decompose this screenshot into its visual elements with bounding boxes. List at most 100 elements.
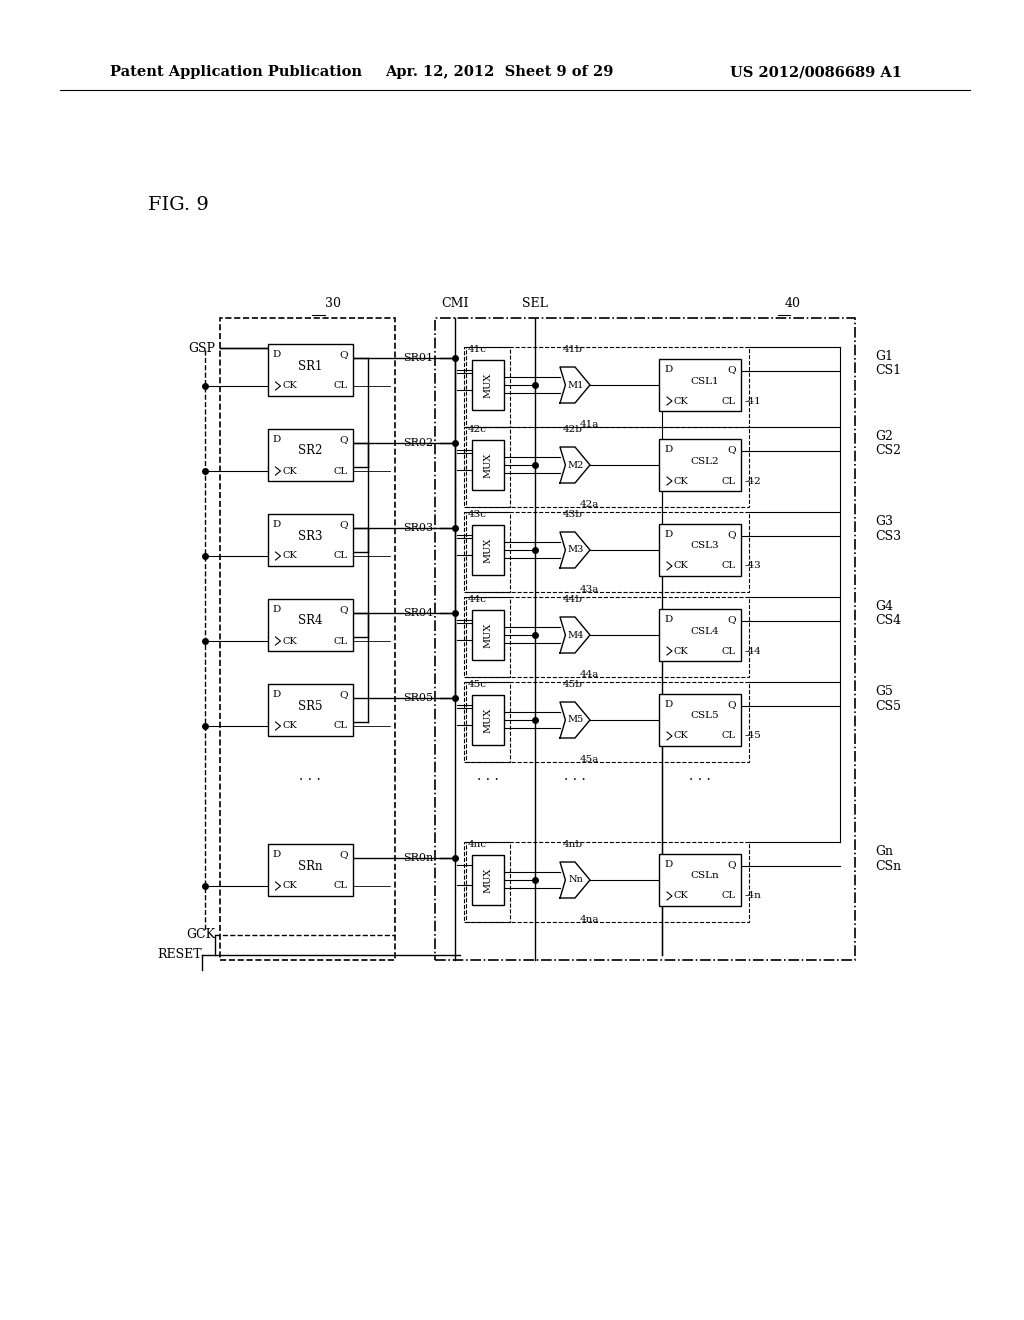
Text: -45: -45 bbox=[745, 731, 762, 741]
Text: CS2: CS2 bbox=[874, 445, 901, 458]
Text: Q: Q bbox=[339, 605, 347, 614]
Text: Patent Application Publication: Patent Application Publication bbox=[110, 65, 362, 79]
Text: M4: M4 bbox=[567, 631, 584, 639]
Text: CK: CK bbox=[283, 882, 297, 891]
Text: 44a: 44a bbox=[580, 671, 599, 678]
Text: 41b: 41b bbox=[563, 345, 583, 354]
Text: 44c: 44c bbox=[468, 595, 487, 605]
Text: SR5: SR5 bbox=[298, 700, 323, 713]
Text: MUX: MUX bbox=[483, 622, 493, 648]
Text: 41c: 41c bbox=[468, 345, 487, 354]
Text: CL: CL bbox=[334, 636, 347, 645]
Bar bbox=[464, 426, 749, 507]
Text: D: D bbox=[272, 605, 281, 614]
Text: D: D bbox=[664, 700, 672, 709]
Text: -4n: -4n bbox=[745, 891, 762, 900]
Text: -44: -44 bbox=[745, 647, 762, 656]
Bar bbox=[267, 599, 352, 651]
Bar bbox=[267, 843, 352, 896]
Bar bbox=[466, 597, 510, 677]
Text: CL: CL bbox=[722, 396, 736, 405]
Text: SR3: SR3 bbox=[298, 529, 323, 543]
Text: Q: Q bbox=[727, 861, 736, 869]
Text: Q: Q bbox=[727, 366, 736, 374]
Text: 45b: 45b bbox=[563, 680, 583, 689]
Text: SR05: SR05 bbox=[403, 693, 433, 704]
Text: CL: CL bbox=[722, 477, 736, 486]
Bar bbox=[466, 842, 510, 921]
Text: CK: CK bbox=[283, 381, 297, 391]
Text: 43c: 43c bbox=[468, 510, 487, 519]
Text: G5: G5 bbox=[874, 685, 893, 698]
Text: CK: CK bbox=[283, 636, 297, 645]
Bar bbox=[472, 360, 504, 411]
Text: 4na: 4na bbox=[580, 915, 599, 924]
Text: · · ·: · · · bbox=[299, 774, 321, 787]
Text: Apr. 12, 2012  Sheet 9 of 29: Apr. 12, 2012 Sheet 9 of 29 bbox=[385, 65, 613, 79]
Text: G4: G4 bbox=[874, 601, 893, 612]
Text: CL: CL bbox=[334, 882, 347, 891]
Text: CK: CK bbox=[674, 477, 689, 486]
Text: G1: G1 bbox=[874, 350, 893, 363]
Text: FIG. 9: FIG. 9 bbox=[148, 195, 209, 214]
Text: M5: M5 bbox=[567, 715, 584, 725]
Text: 43b: 43b bbox=[563, 510, 583, 519]
Bar bbox=[464, 512, 749, 591]
Bar bbox=[659, 854, 741, 906]
Text: -43: -43 bbox=[745, 561, 762, 570]
Text: CL: CL bbox=[722, 891, 736, 900]
Text: 30: 30 bbox=[325, 297, 341, 310]
Bar bbox=[472, 610, 504, 660]
Bar bbox=[659, 440, 741, 491]
Text: CS3: CS3 bbox=[874, 529, 901, 543]
Text: 40: 40 bbox=[785, 297, 801, 310]
Text: SR0n: SR0n bbox=[403, 853, 433, 863]
Text: M3: M3 bbox=[567, 545, 584, 554]
Text: CK: CK bbox=[283, 552, 297, 561]
Text: CK: CK bbox=[674, 731, 689, 741]
Text: M1: M1 bbox=[567, 380, 584, 389]
Text: Q: Q bbox=[339, 436, 347, 444]
Bar bbox=[267, 513, 352, 566]
Text: MUX: MUX bbox=[483, 453, 493, 478]
Text: Q: Q bbox=[727, 615, 736, 624]
Text: Q: Q bbox=[339, 350, 347, 359]
Text: CK: CK bbox=[674, 396, 689, 405]
Text: Q: Q bbox=[339, 520, 347, 529]
Text: CSn: CSn bbox=[874, 859, 901, 873]
Text: US 2012/0086689 A1: US 2012/0086689 A1 bbox=[730, 65, 902, 79]
Text: D: D bbox=[664, 615, 672, 624]
Text: Q: Q bbox=[339, 690, 347, 700]
Text: D: D bbox=[272, 350, 281, 359]
Text: CL: CL bbox=[334, 722, 347, 730]
Text: SR04: SR04 bbox=[403, 609, 433, 618]
Text: CSL4: CSL4 bbox=[690, 627, 719, 635]
Bar bbox=[464, 842, 749, 921]
Text: 42a: 42a bbox=[580, 500, 599, 510]
Text: CK: CK bbox=[674, 647, 689, 656]
Text: D: D bbox=[664, 445, 672, 454]
Text: CK: CK bbox=[674, 891, 689, 900]
Text: D: D bbox=[272, 436, 281, 444]
Text: D: D bbox=[272, 520, 281, 529]
Bar bbox=[464, 597, 749, 677]
Text: CMI: CMI bbox=[441, 297, 469, 310]
Text: CK: CK bbox=[283, 722, 297, 730]
Text: CSL5: CSL5 bbox=[690, 711, 719, 721]
Bar bbox=[472, 696, 504, 744]
Text: M2: M2 bbox=[567, 461, 584, 470]
Text: Q: Q bbox=[727, 700, 736, 709]
Text: CSL2: CSL2 bbox=[690, 457, 719, 466]
Text: CL: CL bbox=[334, 552, 347, 561]
Text: CL: CL bbox=[334, 381, 347, 391]
Text: -42: -42 bbox=[745, 477, 762, 486]
Text: Q: Q bbox=[727, 531, 736, 539]
Bar bbox=[466, 682, 510, 762]
Text: MUX: MUX bbox=[483, 708, 493, 733]
Bar bbox=[466, 426, 510, 507]
Bar bbox=[659, 694, 741, 746]
Text: 45a: 45a bbox=[580, 755, 599, 764]
Text: D: D bbox=[272, 850, 281, 859]
Text: 4nb: 4nb bbox=[563, 840, 583, 849]
Bar bbox=[466, 512, 510, 591]
